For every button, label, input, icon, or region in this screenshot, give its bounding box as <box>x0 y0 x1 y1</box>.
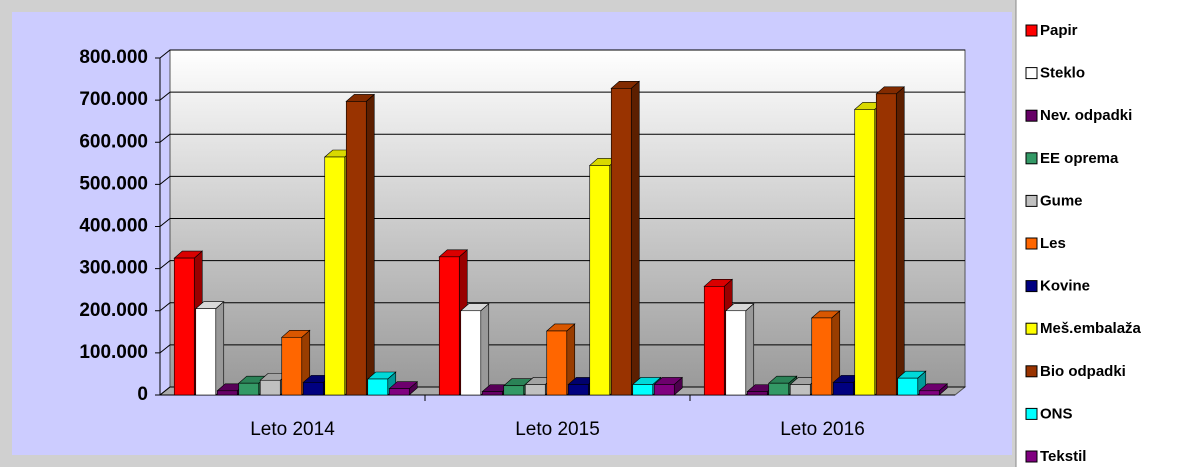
legend-swatch <box>1025 194 1038 207</box>
legend-label: Steklo <box>1040 65 1085 82</box>
legend-label: Bio odpadki <box>1040 363 1126 380</box>
legend-swatch <box>1025 67 1038 80</box>
legend-swatch <box>1025 237 1038 250</box>
grid-line <box>159 175 965 185</box>
legend-label: Gume <box>1040 192 1083 209</box>
bar <box>854 109 876 396</box>
legend-swatch <box>1025 109 1038 122</box>
grid-line <box>159 91 965 101</box>
y-tick-label: 400.000 <box>79 216 148 237</box>
bar <box>388 388 410 396</box>
bar <box>703 286 725 396</box>
bar <box>653 384 675 396</box>
bar <box>238 382 260 396</box>
bar-side <box>630 80 640 396</box>
legend-label: Nev. odpadki <box>1040 107 1132 124</box>
x-tick-label: Leto 2016 <box>780 419 865 440</box>
bar <box>725 310 747 396</box>
y-tick-label: 500.000 <box>79 173 148 194</box>
bar <box>875 93 897 396</box>
bar <box>173 257 195 396</box>
bar <box>632 384 654 396</box>
bar <box>768 382 790 396</box>
y-tick-label: 300.000 <box>79 258 148 279</box>
y-tick-label: 100.000 <box>79 342 148 363</box>
bar-side <box>215 300 225 396</box>
bar <box>832 382 854 396</box>
legend-label: Kovine <box>1040 278 1090 295</box>
bar <box>789 384 811 396</box>
legend-label: Meš.embalaža <box>1040 320 1142 337</box>
x-tick-label: Leto 2014 <box>250 419 335 440</box>
bar <box>216 390 238 396</box>
legend-label: ONS <box>1040 405 1073 422</box>
bar-side <box>365 93 375 396</box>
y-tick-label: 800.000 <box>79 47 148 68</box>
legend-swatch <box>1025 24 1038 37</box>
grid-line <box>159 344 965 354</box>
legend-label: Papir <box>1040 22 1078 39</box>
bar <box>503 385 525 396</box>
bar <box>746 391 768 396</box>
bar <box>460 310 482 396</box>
legend-label: Les <box>1040 235 1066 252</box>
bar <box>610 88 632 396</box>
bar <box>589 165 611 396</box>
bar-side <box>480 303 490 396</box>
legend-background <box>1016 0 1192 467</box>
bar <box>367 378 389 396</box>
legend-swatch <box>1025 152 1038 165</box>
legend-swatch <box>1025 280 1038 293</box>
legend-swatch <box>1025 322 1038 335</box>
legend-swatch <box>1025 365 1038 378</box>
y-tick-label: 600.000 <box>79 131 148 152</box>
bar <box>546 330 568 396</box>
bar-side <box>895 86 905 396</box>
grid-line <box>159 386 965 396</box>
legend-swatch <box>1025 407 1038 420</box>
bar <box>345 101 367 396</box>
bar <box>324 156 346 396</box>
y-tick-label: 700.000 <box>79 89 148 110</box>
bar <box>918 390 940 396</box>
bar <box>259 379 281 396</box>
bar-side <box>745 303 755 396</box>
bar <box>195 308 217 396</box>
grid-line <box>159 218 965 227</box>
bar <box>281 336 303 396</box>
y-tick-label: 0 <box>137 384 148 405</box>
bar <box>302 382 324 396</box>
legend-label: EE oprema <box>1040 150 1119 167</box>
bar <box>811 317 833 396</box>
grid-line <box>159 49 965 59</box>
y-tick-label: 200.000 <box>79 300 148 321</box>
bar <box>438 256 460 396</box>
bar <box>524 384 546 396</box>
grid-line <box>159 133 965 143</box>
bar <box>567 384 589 396</box>
bar <box>897 377 919 396</box>
grid-line <box>159 302 965 312</box>
bar <box>481 391 503 396</box>
x-tick-label: Leto 2015 <box>515 419 600 440</box>
legend-swatch <box>1025 450 1038 463</box>
legend-label: Tekstil <box>1040 448 1086 465</box>
grid-line <box>159 260 965 270</box>
